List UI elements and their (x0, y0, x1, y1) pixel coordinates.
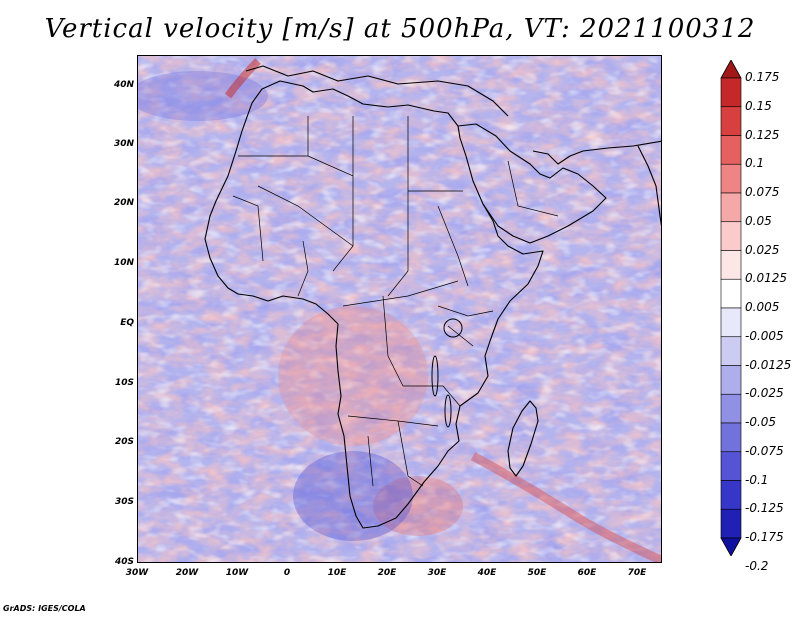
colorbar-cell (720, 480, 742, 510)
lakes (431, 318, 463, 428)
lon-label-40e: 40E (477, 568, 497, 578)
border-8 (297, 240, 309, 297)
map-panel (137, 55, 662, 563)
colorbar-label: 0.175 (745, 70, 780, 84)
lon-label-50e: 50E (527, 568, 547, 578)
border-5 (387, 116, 409, 297)
colorbar-label: -0.005 (745, 328, 784, 343)
madagascar-coastline (507, 400, 539, 477)
border-7 (232, 195, 264, 262)
colorbar-cell (720, 163, 742, 194)
country-borders (232, 116, 559, 487)
lat-label-10n: 10N (113, 258, 134, 268)
colorbar-cell (720, 250, 742, 280)
lat-label-40n: 40N (113, 80, 134, 90)
colorbar-cell (720, 77, 742, 108)
map-svg (138, 56, 661, 562)
lat-label-40s: 40S (114, 557, 134, 567)
border-18 (507, 160, 559, 217)
colorbar-label: -0.075 (745, 443, 784, 458)
colorbar-cell (720, 393, 742, 424)
south-atlantic-descent (293, 451, 413, 541)
colorbar-label: -0.0125 (745, 357, 792, 372)
colorbar-cell (720, 192, 742, 223)
lon-label-20e: 20E (377, 568, 397, 578)
lon-label-10e: 10E (327, 568, 347, 578)
lake-tanganyika (431, 355, 439, 397)
congo-ascent-region (278, 306, 428, 446)
border-10 (382, 295, 404, 387)
colorbar-label: 0.15 (745, 98, 772, 113)
colorbar-cell (720, 508, 742, 539)
border-13 (367, 435, 374, 487)
lon-label-0: 0 (283, 568, 291, 578)
coastlines (204, 65, 661, 529)
colorbar-label: 0.1 (745, 156, 765, 171)
lat-label-eq: EQ (120, 318, 134, 328)
lat-label-30s: 30S (114, 497, 134, 507)
colorbar-label: -0.175 (745, 530, 784, 544)
border-11 (403, 385, 461, 407)
colorbar-label: -0.125 (745, 501, 784, 516)
colorbar-cell (720, 106, 742, 136)
lon-label-20w: 20W (175, 568, 199, 578)
colorbar-label: 0.075 (745, 185, 780, 199)
field-neutral-noise (138, 56, 661, 562)
border-16 (447, 325, 474, 347)
lon-label-10w: 10W (225, 568, 249, 578)
africa-coastline (204, 80, 544, 529)
colorbar-label: 0.025 (745, 242, 780, 257)
iberia-ascent (224, 58, 261, 99)
mediterranean-coast (245, 65, 509, 117)
colorbar (720, 60, 742, 556)
lon-label-30e: 30E (427, 568, 447, 578)
border-9 (342, 280, 459, 307)
colorbar-cell (720, 307, 742, 338)
colorbar-label: 0.125 (745, 127, 780, 142)
colorbar-label: 0.005 (745, 300, 780, 314)
lat-label-10s: 10S (114, 378, 134, 388)
colorbar-label: 0.0125 (745, 271, 787, 286)
lon-label-60e: 60E (577, 568, 597, 578)
persian-gulf-coast (532, 140, 661, 165)
lon-label-30w: 30W (125, 568, 149, 578)
colorbar-label: -0.1 (745, 472, 769, 487)
colorbar-cell (720, 135, 742, 165)
india-coast (637, 145, 661, 227)
border-15 (437, 305, 494, 317)
border-17 (437, 205, 469, 287)
colorbar-bottom-arrow (720, 537, 742, 556)
arabia-coastline (457, 123, 607, 244)
colorbar-label: -0.05 (745, 415, 777, 429)
lake-malawi (444, 394, 452, 428)
colorbar-label: 0.05 (745, 213, 772, 228)
colorbar-cell (720, 336, 742, 366)
colorbar-cell (720, 365, 742, 395)
colorbar-cell (720, 278, 742, 309)
lat-label-30n: 30N (113, 139, 134, 149)
chart-title: Vertical velocity [m/s] at 500hPa, VT: 2… (44, 14, 756, 44)
colorbar-cell (720, 221, 742, 251)
lon-label-70e: 70E (627, 568, 647, 578)
southern-africa-ascent (373, 476, 463, 536)
lat-label-20s: 20S (114, 437, 134, 447)
grads-credit: GrADS: IGES/COLA (3, 604, 86, 613)
colorbar-cell (720, 422, 742, 453)
lake-victoria (443, 318, 463, 338)
border-6 (257, 185, 354, 247)
lat-label-20n: 20N (113, 198, 134, 208)
border-14 (397, 420, 424, 487)
colorbar-label: -0.2 (745, 558, 769, 573)
colorbar-cell (720, 451, 742, 481)
colorbar-label: -0.025 (745, 386, 784, 401)
colorbar-top-arrow (720, 60, 742, 79)
frontal-band (470, 452, 661, 562)
